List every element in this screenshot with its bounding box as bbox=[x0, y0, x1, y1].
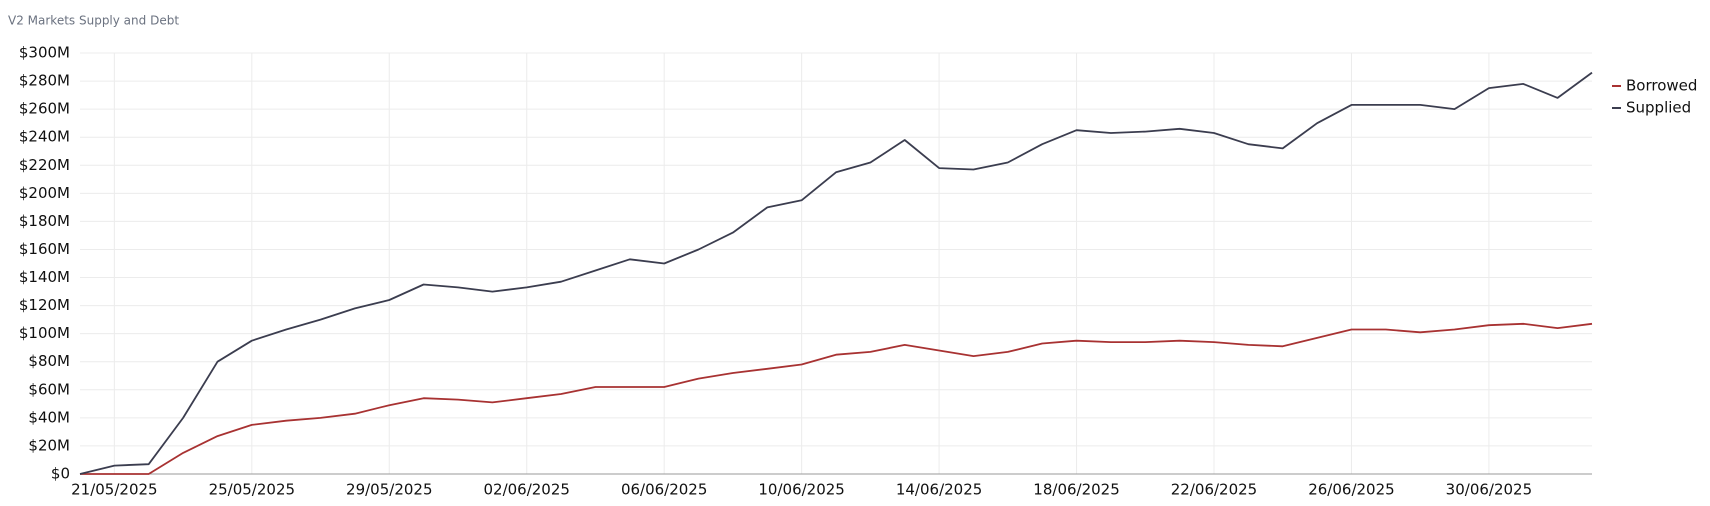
legend-label: Supplied bbox=[1626, 99, 1691, 117]
x-tick-label: 14/06/2025 bbox=[896, 481, 982, 499]
legend-label: Borrowed bbox=[1626, 77, 1697, 95]
y-tick-label: $300M bbox=[19, 44, 70, 62]
y-tick-label: $260M bbox=[19, 100, 70, 118]
x-tick-label: 25/05/2025 bbox=[209, 481, 295, 499]
x-tick-label: 30/06/2025 bbox=[1446, 481, 1532, 499]
y-tick-label: $280M bbox=[19, 72, 70, 90]
y-tick-label: $80M bbox=[28, 352, 70, 370]
line-series bbox=[80, 322, 1593, 475]
y-tick-label: $140M bbox=[19, 268, 70, 286]
x-tick-label: 26/06/2025 bbox=[1308, 481, 1394, 499]
x-tick-label: 02/06/2025 bbox=[483, 481, 569, 499]
x-tick-label: 06/06/2025 bbox=[621, 481, 707, 499]
line-series bbox=[79, 71, 1593, 475]
y-tick-label: $40M bbox=[28, 408, 70, 426]
y-tick-label: $100M bbox=[19, 324, 70, 342]
y-tick-label: $220M bbox=[19, 156, 70, 174]
x-tick-label: 29/05/2025 bbox=[346, 481, 432, 499]
y-tick-label: $20M bbox=[28, 436, 70, 454]
x-tick-label: 22/06/2025 bbox=[1171, 481, 1257, 499]
x-tick-label: 18/06/2025 bbox=[1033, 481, 1119, 499]
y-tick-label: $180M bbox=[19, 212, 70, 230]
y-tick-label: $240M bbox=[19, 128, 70, 146]
x-tick-label: 21/05/2025 bbox=[71, 481, 157, 499]
chart-title: V2 Markets Supply and Debt bbox=[8, 14, 179, 28]
y-tick-label: $160M bbox=[19, 240, 70, 258]
y-tick-label: $60M bbox=[28, 380, 70, 398]
y-tick-label: $200M bbox=[19, 184, 70, 202]
y-tick-label: $0 bbox=[51, 465, 70, 483]
x-tick-label: 10/06/2025 bbox=[758, 481, 844, 499]
y-tick-label: $120M bbox=[19, 296, 70, 314]
